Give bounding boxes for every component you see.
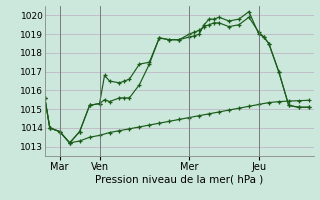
X-axis label: Pression niveau de la mer( hPa ): Pression niveau de la mer( hPa )	[95, 174, 263, 184]
